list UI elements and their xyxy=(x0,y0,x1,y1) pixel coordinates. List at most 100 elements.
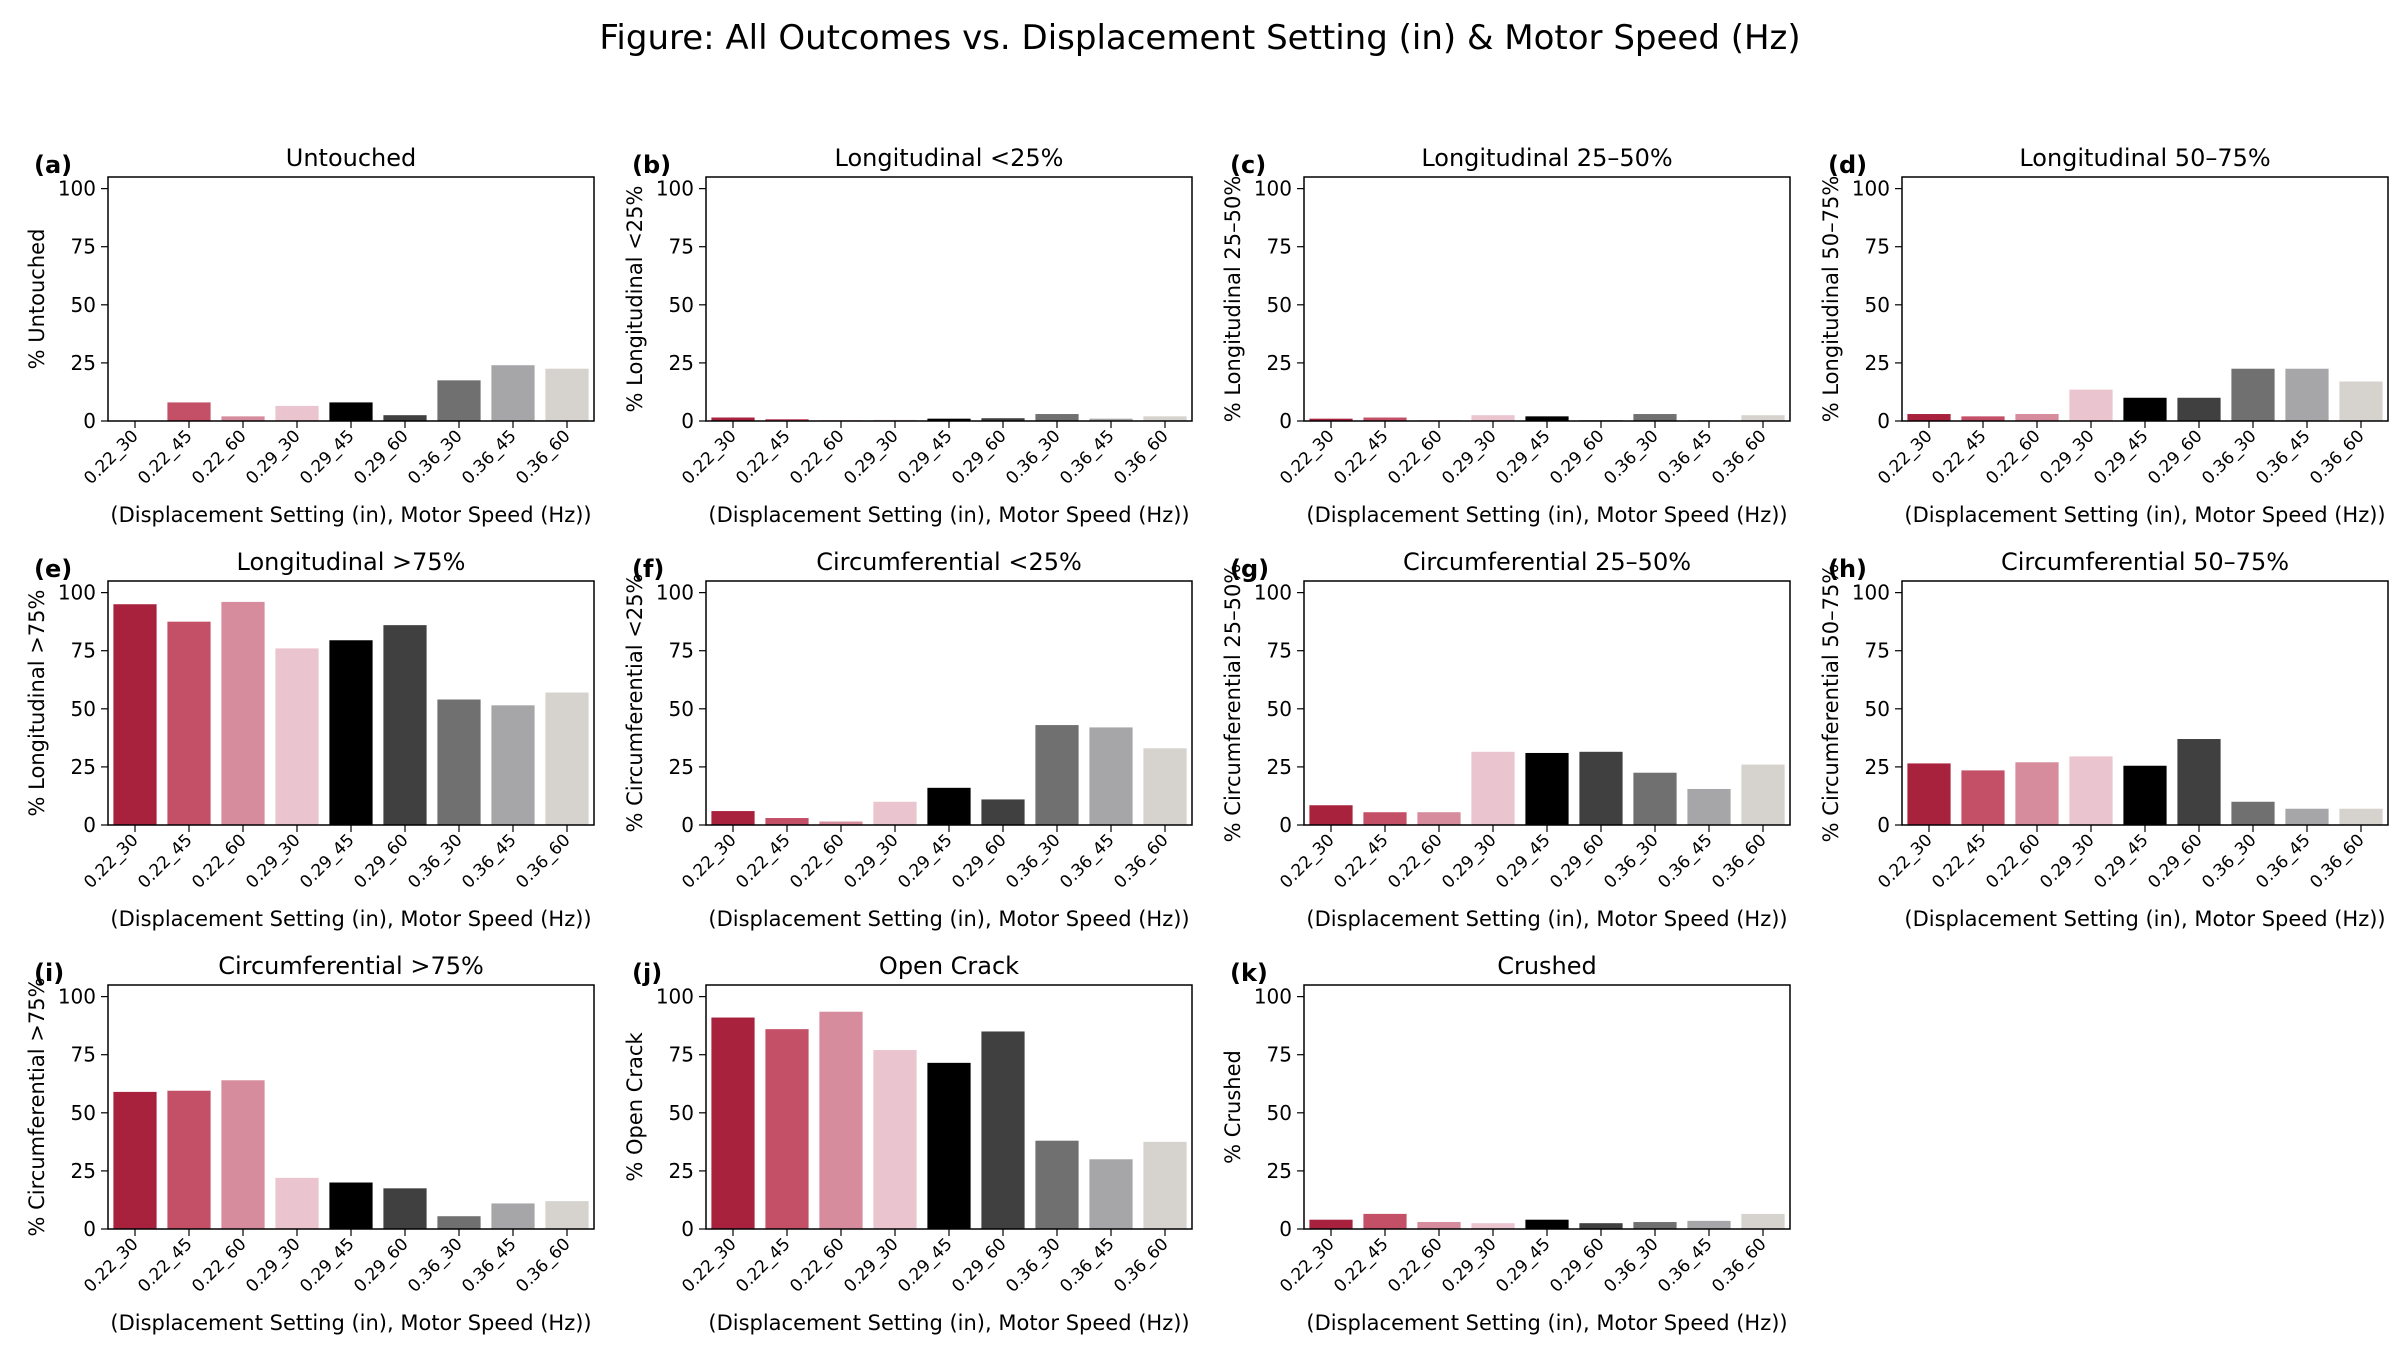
x-tick-label: 0.29_30 xyxy=(840,426,902,488)
bar xyxy=(2015,762,2059,825)
bar xyxy=(1961,770,2005,825)
bar xyxy=(1035,1140,1079,1229)
x-tick-label: 0.29_30 xyxy=(1438,1234,1500,1296)
y-tick-label: 100 xyxy=(58,581,96,605)
y-tick-label: 75 xyxy=(71,1043,96,1067)
bar xyxy=(1907,414,1951,421)
y-tick-label: 75 xyxy=(669,1043,694,1067)
y-tick-label: 0 xyxy=(1279,409,1292,433)
bar xyxy=(1687,788,1731,825)
x-tick-label: 0.29_60 xyxy=(350,426,412,488)
x-tick-label: 0.22_45 xyxy=(732,426,794,488)
x-tick-label: 0.36_30 xyxy=(1600,830,1662,892)
x-tick-label: 0.22_60 xyxy=(786,830,848,892)
x-tick-label: 0.22_60 xyxy=(1982,830,2044,892)
x-tick-label: 0.36_45 xyxy=(1056,426,1118,488)
y-tick-label: 50 xyxy=(1267,697,1292,721)
panel-title: Longitudinal >75% xyxy=(237,548,466,576)
bar xyxy=(167,621,211,825)
x-tick-label: 0.36_30 xyxy=(1002,426,1064,488)
bar xyxy=(2123,765,2167,825)
x-axis-label: (Displacement Setting (in), Motor Speed … xyxy=(1904,907,2385,931)
panel-title: Longitudinal 25–50% xyxy=(1421,144,1672,172)
x-tick-label: 0.36_60 xyxy=(1708,1234,1770,1296)
x-tick-label: 0.29_45 xyxy=(1492,1234,1554,1296)
bar xyxy=(1471,751,1515,825)
bar xyxy=(1633,414,1677,421)
bar xyxy=(1309,1219,1353,1229)
axes-frame xyxy=(705,176,1193,422)
panel-title: Circumferential <25% xyxy=(816,548,1082,576)
bar xyxy=(1525,752,1569,825)
y-tick-label: 50 xyxy=(71,697,96,721)
bar xyxy=(275,1177,319,1229)
bar xyxy=(383,625,427,825)
panel-title: Circumferential 25–50% xyxy=(1403,548,1691,576)
x-tick-label: 0.29_45 xyxy=(296,1234,358,1296)
x-tick-label: 0.36_30 xyxy=(404,1234,466,1296)
y-tick-label: 25 xyxy=(1865,755,1890,779)
bar xyxy=(2231,801,2275,825)
y-axis-label: % Open Crack xyxy=(623,1032,647,1182)
y-axis-label: % Circumferential 50–75% xyxy=(1819,564,1843,843)
panel-letter: (i) xyxy=(34,959,64,987)
y-axis-label: % Longitudinal >75% xyxy=(25,590,49,817)
y-tick-label: 100 xyxy=(656,581,694,605)
y-tick-label: 50 xyxy=(1267,293,1292,317)
bar xyxy=(113,1091,157,1229)
y-tick-label: 0 xyxy=(681,1217,694,1241)
bar xyxy=(2177,397,2221,421)
bar xyxy=(1961,416,2005,421)
bar xyxy=(1143,748,1187,825)
y-tick-label: 100 xyxy=(656,177,694,201)
x-tick-label: 0.22_60 xyxy=(1384,426,1446,488)
x-tick-label: 0.29_45 xyxy=(1492,426,1554,488)
x-tick-label: 0.22_30 xyxy=(80,426,142,488)
x-tick-label: 0.22_45 xyxy=(134,1234,196,1296)
x-tick-label: 0.29_60 xyxy=(948,830,1010,892)
bar xyxy=(1741,1213,1785,1229)
x-tick-label: 0.22_60 xyxy=(188,830,250,892)
y-tick-label: 25 xyxy=(669,351,694,375)
bar xyxy=(2015,414,2059,421)
panel-letter: (h) xyxy=(1828,555,1867,583)
y-tick-label: 75 xyxy=(71,639,96,663)
bar xyxy=(1417,812,1461,825)
axes-frame xyxy=(1303,176,1791,422)
x-tick-label: 0.22_30 xyxy=(678,426,740,488)
panel-title: Circumferential 50–75% xyxy=(2001,548,2289,576)
y-tick-label: 100 xyxy=(1852,177,1890,201)
x-tick-label: 0.36_30 xyxy=(1600,1234,1662,1296)
x-tick-label: 0.29_30 xyxy=(840,1234,902,1296)
x-tick-label: 0.22_45 xyxy=(1330,1234,1392,1296)
x-tick-label: 0.36_60 xyxy=(1110,426,1172,488)
y-tick-label: 0 xyxy=(1279,813,1292,837)
bar xyxy=(819,1011,863,1229)
x-axis-label: (Displacement Setting (in), Motor Speed … xyxy=(708,907,1189,931)
x-tick-label: 0.36_60 xyxy=(2306,830,2368,892)
bar xyxy=(1633,1222,1677,1229)
bar xyxy=(1741,764,1785,825)
x-tick-label: 0.29_60 xyxy=(948,1234,1010,1296)
bar xyxy=(765,419,809,421)
bar xyxy=(765,818,809,825)
x-tick-label: 0.22_30 xyxy=(1276,426,1338,488)
bar xyxy=(167,1090,211,1229)
x-tick-label: 0.36_30 xyxy=(1002,1234,1064,1296)
bar xyxy=(437,380,481,421)
x-tick-label: 0.29_60 xyxy=(948,426,1010,488)
bar xyxy=(545,692,589,825)
bar xyxy=(2339,381,2383,421)
panel-letter: (d) xyxy=(1828,151,1867,179)
bar xyxy=(2177,739,2221,825)
x-tick-label: 0.36_45 xyxy=(1056,830,1118,892)
bar xyxy=(873,801,917,825)
panel-letter: (j) xyxy=(632,959,662,987)
x-tick-label: 0.36_30 xyxy=(404,830,466,892)
y-axis-label: % Circumferential 25–50% xyxy=(1221,564,1245,843)
y-tick-label: 50 xyxy=(71,293,96,317)
x-tick-label: 0.22_60 xyxy=(786,426,848,488)
y-tick-label: 50 xyxy=(669,293,694,317)
bar xyxy=(491,705,535,825)
x-axis-label: (Displacement Setting (in), Motor Speed … xyxy=(708,503,1189,527)
